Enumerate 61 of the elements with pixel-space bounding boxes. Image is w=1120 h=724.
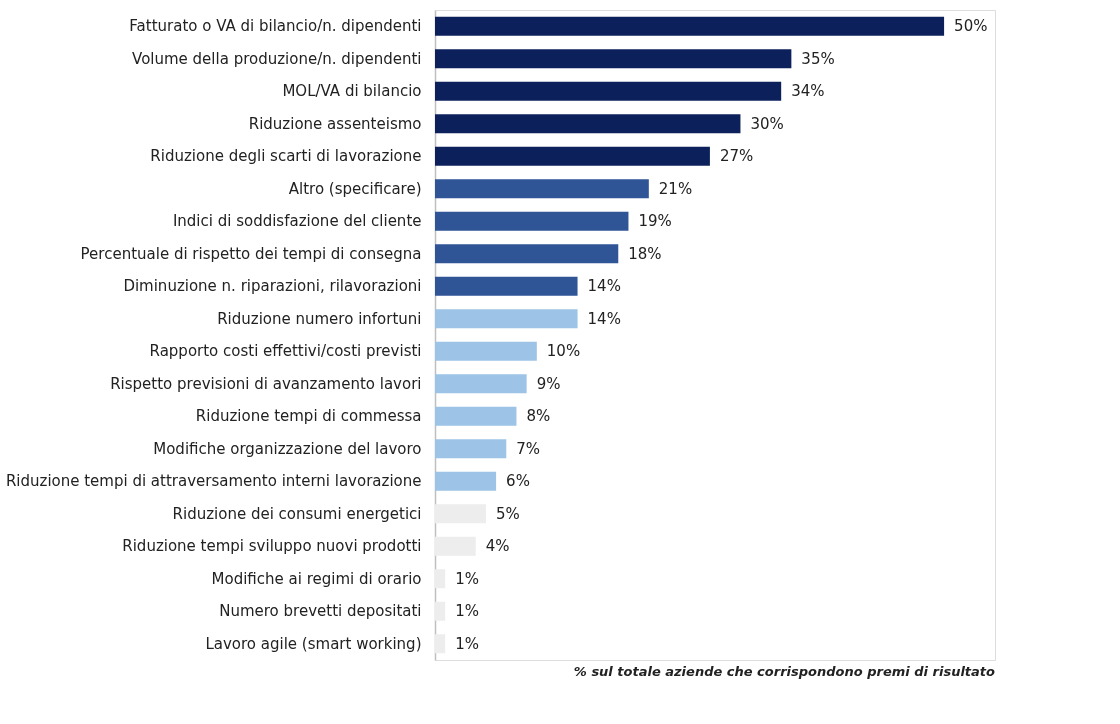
bar: [435, 569, 446, 589]
data-label: 9%: [536, 374, 561, 393]
data-label: 21%: [658, 179, 693, 198]
data-label: 1%: [455, 569, 479, 588]
bar: [435, 114, 741, 134]
y-tick-label: Fatturato o VA di bilancio/n. dipendenti: [129, 17, 422, 36]
bar: [435, 439, 507, 459]
bar: [435, 504, 486, 524]
y-tick-label: MOL/VA di bilancio: [282, 82, 422, 101]
y-tick-label: Lavoro agile (smart working): [205, 634, 422, 653]
bar: [435, 601, 446, 621]
bar: [435, 406, 517, 426]
data-label: 1%: [455, 634, 479, 653]
y-tick-label: Riduzione degli scarti di lavorazione: [150, 147, 422, 166]
bar: [435, 49, 792, 69]
data-label: 6%: [506, 472, 530, 491]
bar: [435, 81, 782, 101]
bar: [435, 16, 945, 36]
y-tick-label: Numero brevetti depositati: [219, 602, 422, 621]
y-tick-label: Riduzione assenteismo: [248, 114, 422, 133]
data-label: 10%: [546, 342, 581, 361]
bar: [435, 341, 537, 361]
y-tick-label: Diminuzione n. riparazioni, rilavorazioni: [123, 277, 422, 296]
data-label: 34%: [791, 82, 825, 101]
data-label: 4%: [485, 537, 510, 556]
y-tick-label: Riduzione dei consumi energetici: [172, 504, 422, 523]
data-label: 7%: [516, 439, 541, 458]
bar: [435, 146, 710, 166]
bar: [435, 276, 578, 296]
bar: [435, 634, 446, 654]
data-label: 30%: [750, 114, 784, 133]
y-tick-label: Volume della produzione/n. dipendenti: [132, 49, 422, 68]
y-tick-label: Riduzione numero infortuni: [217, 309, 422, 328]
y-tick-label: Rapporto costi effettivi/costi previsti: [149, 342, 422, 361]
data-label: 14%: [587, 309, 621, 328]
data-label: 50%: [954, 17, 988, 36]
text: % sul totale aziende che corrispondono premi di risultato: [573, 664, 996, 679]
data-label: 8%: [526, 407, 551, 426]
y-tick-label: Altro (specificare): [288, 179, 422, 198]
y-tick-label: Riduzione tempi di attraversamento interni lavorazione: [5, 472, 422, 491]
y-tick-label: Rispetto previsioni di avanzamento lavori: [110, 374, 422, 393]
data-label: 18%: [628, 244, 662, 263]
bar: [435, 471, 497, 491]
bar: [435, 309, 578, 329]
data-label: 5%: [495, 504, 520, 523]
bar: [435, 536, 476, 556]
bar: [435, 244, 619, 264]
y-tick-label: Riduzione tempi di commessa: [195, 407, 422, 426]
y-tick-label: Indici di soddisfazione del cliente: [172, 212, 422, 231]
y-tick-label: Modifiche organizzazione del lavoro: [153, 439, 422, 458]
data-label: 27%: [719, 147, 754, 166]
bar: [435, 374, 527, 394]
y-tick-label: Percentuale di rispetto dei tempi di consegna: [80, 244, 422, 263]
y-tick-label: Riduzione tempi sviluppo nuovi prodotti: [122, 537, 422, 556]
data-label: 35%: [801, 49, 835, 68]
data-label: 1%: [455, 602, 479, 621]
y-tick-label: Modifiche ai regimi di orario: [211, 569, 422, 588]
data-label: 14%: [587, 277, 621, 296]
data-label: 19%: [638, 212, 672, 231]
bar: [435, 211, 629, 231]
bar: [435, 179, 649, 199]
